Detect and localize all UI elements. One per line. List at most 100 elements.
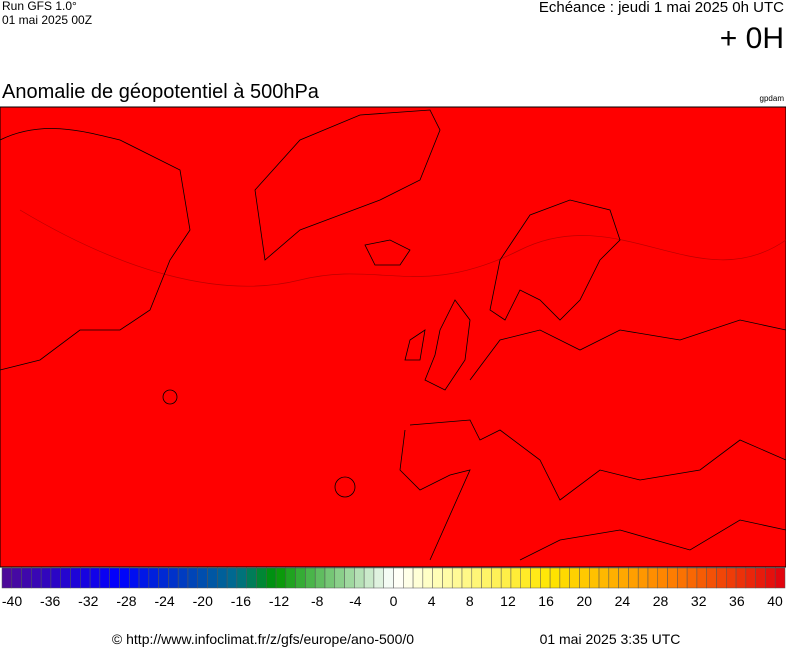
color-swatch	[549, 567, 561, 589]
colorbar: -40 -36 -32 -28 -24 -20 -16 -12 -8 -4 0 4 8 12 16 20 24 2…	[1, 567, 786, 609]
unit-label: gpdam	[760, 94, 785, 103]
colorbar-tick-label: -32	[78, 593, 98, 609]
colorbar-tick-label: 0	[390, 593, 398, 609]
color-swatch	[393, 567, 404, 589]
color-swatch	[177, 567, 189, 589]
color-swatch	[354, 567, 365, 589]
colorbar-tick-label: 28	[653, 593, 669, 609]
color-swatch	[60, 567, 71, 589]
color-swatch	[246, 567, 257, 589]
coastline	[399, 319, 786, 561]
color-swatch	[148, 567, 159, 589]
color-swatch	[432, 567, 443, 589]
colorbar-tick-label: 4	[428, 593, 436, 609]
color-swatch	[1, 567, 13, 589]
color-swatch	[305, 567, 316, 589]
color-swatch	[745, 567, 756, 589]
colorbar-tick-label: 40	[767, 593, 783, 609]
color-swatch	[598, 567, 610, 589]
color-swatch	[657, 567, 668, 589]
run-label: Run GFS 1.0°	[2, 0, 77, 13]
color-swatch	[187, 567, 198, 589]
color-swatch	[236, 567, 247, 589]
colorbar-tick-label: -36	[40, 593, 60, 609]
island	[162, 389, 178, 405]
color-swatch	[628, 567, 639, 589]
colorbar-tick-label: -20	[193, 593, 213, 609]
color-swatch	[89, 567, 101, 589]
color-swatch	[481, 567, 492, 589]
color-swatch	[119, 567, 130, 589]
colorbar-tick-label: 24	[615, 593, 631, 609]
color-swatch	[618, 567, 629, 589]
color-swatch	[765, 567, 776, 589]
color-swatch	[109, 567, 120, 589]
color-swatch	[706, 567, 717, 589]
color-swatch	[774, 567, 786, 589]
source: © http://www.infoclimat.fr/z/gfs/europe/…	[112, 631, 414, 647]
color-swatch	[442, 567, 453, 589]
color-swatch	[471, 567, 482, 589]
color-swatch	[50, 567, 61, 589]
color-swatch	[412, 567, 424, 589]
color-swatch	[735, 567, 747, 589]
colorbar-tick-label: -24	[154, 593, 174, 609]
color-swatch	[40, 567, 52, 589]
colorbar-tick-label: -12	[269, 593, 289, 609]
color-swatch	[677, 567, 688, 589]
color-swatch	[667, 567, 678, 589]
color-swatch	[530, 567, 541, 589]
generated-time: 01 mai 2025 3:35 UTC	[540, 631, 681, 647]
color-swatch	[217, 567, 228, 589]
colorbar-tick-label: -8	[311, 593, 324, 609]
color-swatch	[168, 567, 179, 589]
color-swatch	[520, 567, 531, 589]
color-swatch	[559, 567, 570, 589]
color-swatch	[500, 567, 512, 589]
colorbar-tick-label: -28	[116, 593, 136, 609]
colorbar-tick-label: -4	[349, 593, 362, 609]
color-swatch	[314, 567, 326, 589]
color-swatch	[403, 567, 414, 589]
color-swatch	[344, 567, 355, 589]
coastline	[0, 128, 191, 371]
color-swatch	[363, 567, 375, 589]
valid-time: Echéance : jeudi 1 mai 2025 0h UTC	[539, 0, 784, 16]
color-swatch	[128, 567, 140, 589]
color-swatch	[686, 567, 698, 589]
color-swatch	[324, 567, 336, 589]
color-swatch	[207, 567, 218, 589]
color-swatch	[422, 567, 433, 589]
colorbar-tick-label: -16	[231, 593, 251, 609]
color-swatch	[275, 567, 287, 589]
colorbar-tick-label: -40	[2, 593, 22, 609]
colorbar-tick-label: 16	[538, 593, 554, 609]
coastline	[404, 299, 471, 391]
colorbar-tick-label: 20	[576, 593, 592, 609]
color-swatch	[197, 567, 208, 589]
run-date: 01 mai 2025 00Z	[2, 13, 92, 27]
island	[334, 476, 356, 498]
color-swatch	[266, 567, 277, 589]
color-swatch	[373, 567, 384, 589]
lead-time: + 0H	[720, 22, 784, 55]
color-swatch	[285, 567, 296, 589]
color-swatch	[461, 567, 473, 589]
colorbar-tick-label: 8	[466, 593, 474, 609]
color-swatch	[726, 567, 737, 589]
color-swatch	[540, 567, 551, 589]
color-swatch	[491, 567, 502, 589]
color-swatch	[21, 567, 32, 589]
map-title: Anomalie de géopotentiel à 500hPa	[2, 81, 320, 103]
coastline	[364, 239, 411, 266]
color-swatch	[226, 567, 238, 589]
color-swatch	[295, 567, 306, 589]
color-swatch	[256, 567, 267, 589]
color-swatch	[696, 567, 707, 589]
color-swatch	[510, 567, 521, 589]
color-swatch	[334, 567, 345, 589]
coastline	[254, 109, 441, 261]
color-swatch	[589, 567, 600, 589]
color-swatch	[755, 567, 766, 589]
